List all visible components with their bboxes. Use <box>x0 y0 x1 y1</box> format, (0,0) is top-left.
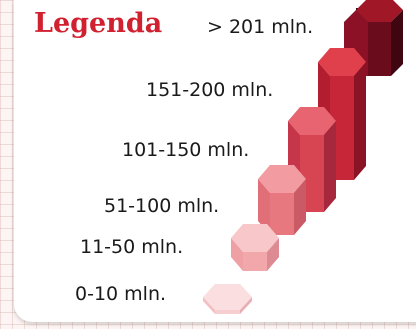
legend-label-51-100: 51-100 mln. <box>104 195 220 217</box>
prism-51-100 <box>258 165 306 235</box>
legend-label-101-150: 101-150 mln. <box>122 139 250 161</box>
legend-title: Legenda <box>34 8 163 39</box>
prism-11-50 <box>231 224 279 271</box>
legend-label-151-200: 151-200 mln. <box>146 79 274 101</box>
legend-label-201-plus: > 201 mln. <box>207 16 314 38</box>
legend-label-0-10: 0-10 mln. <box>75 283 167 305</box>
prism-0-10 <box>203 284 252 314</box>
legend-label-11-50: 11-50 mln. <box>80 236 184 258</box>
